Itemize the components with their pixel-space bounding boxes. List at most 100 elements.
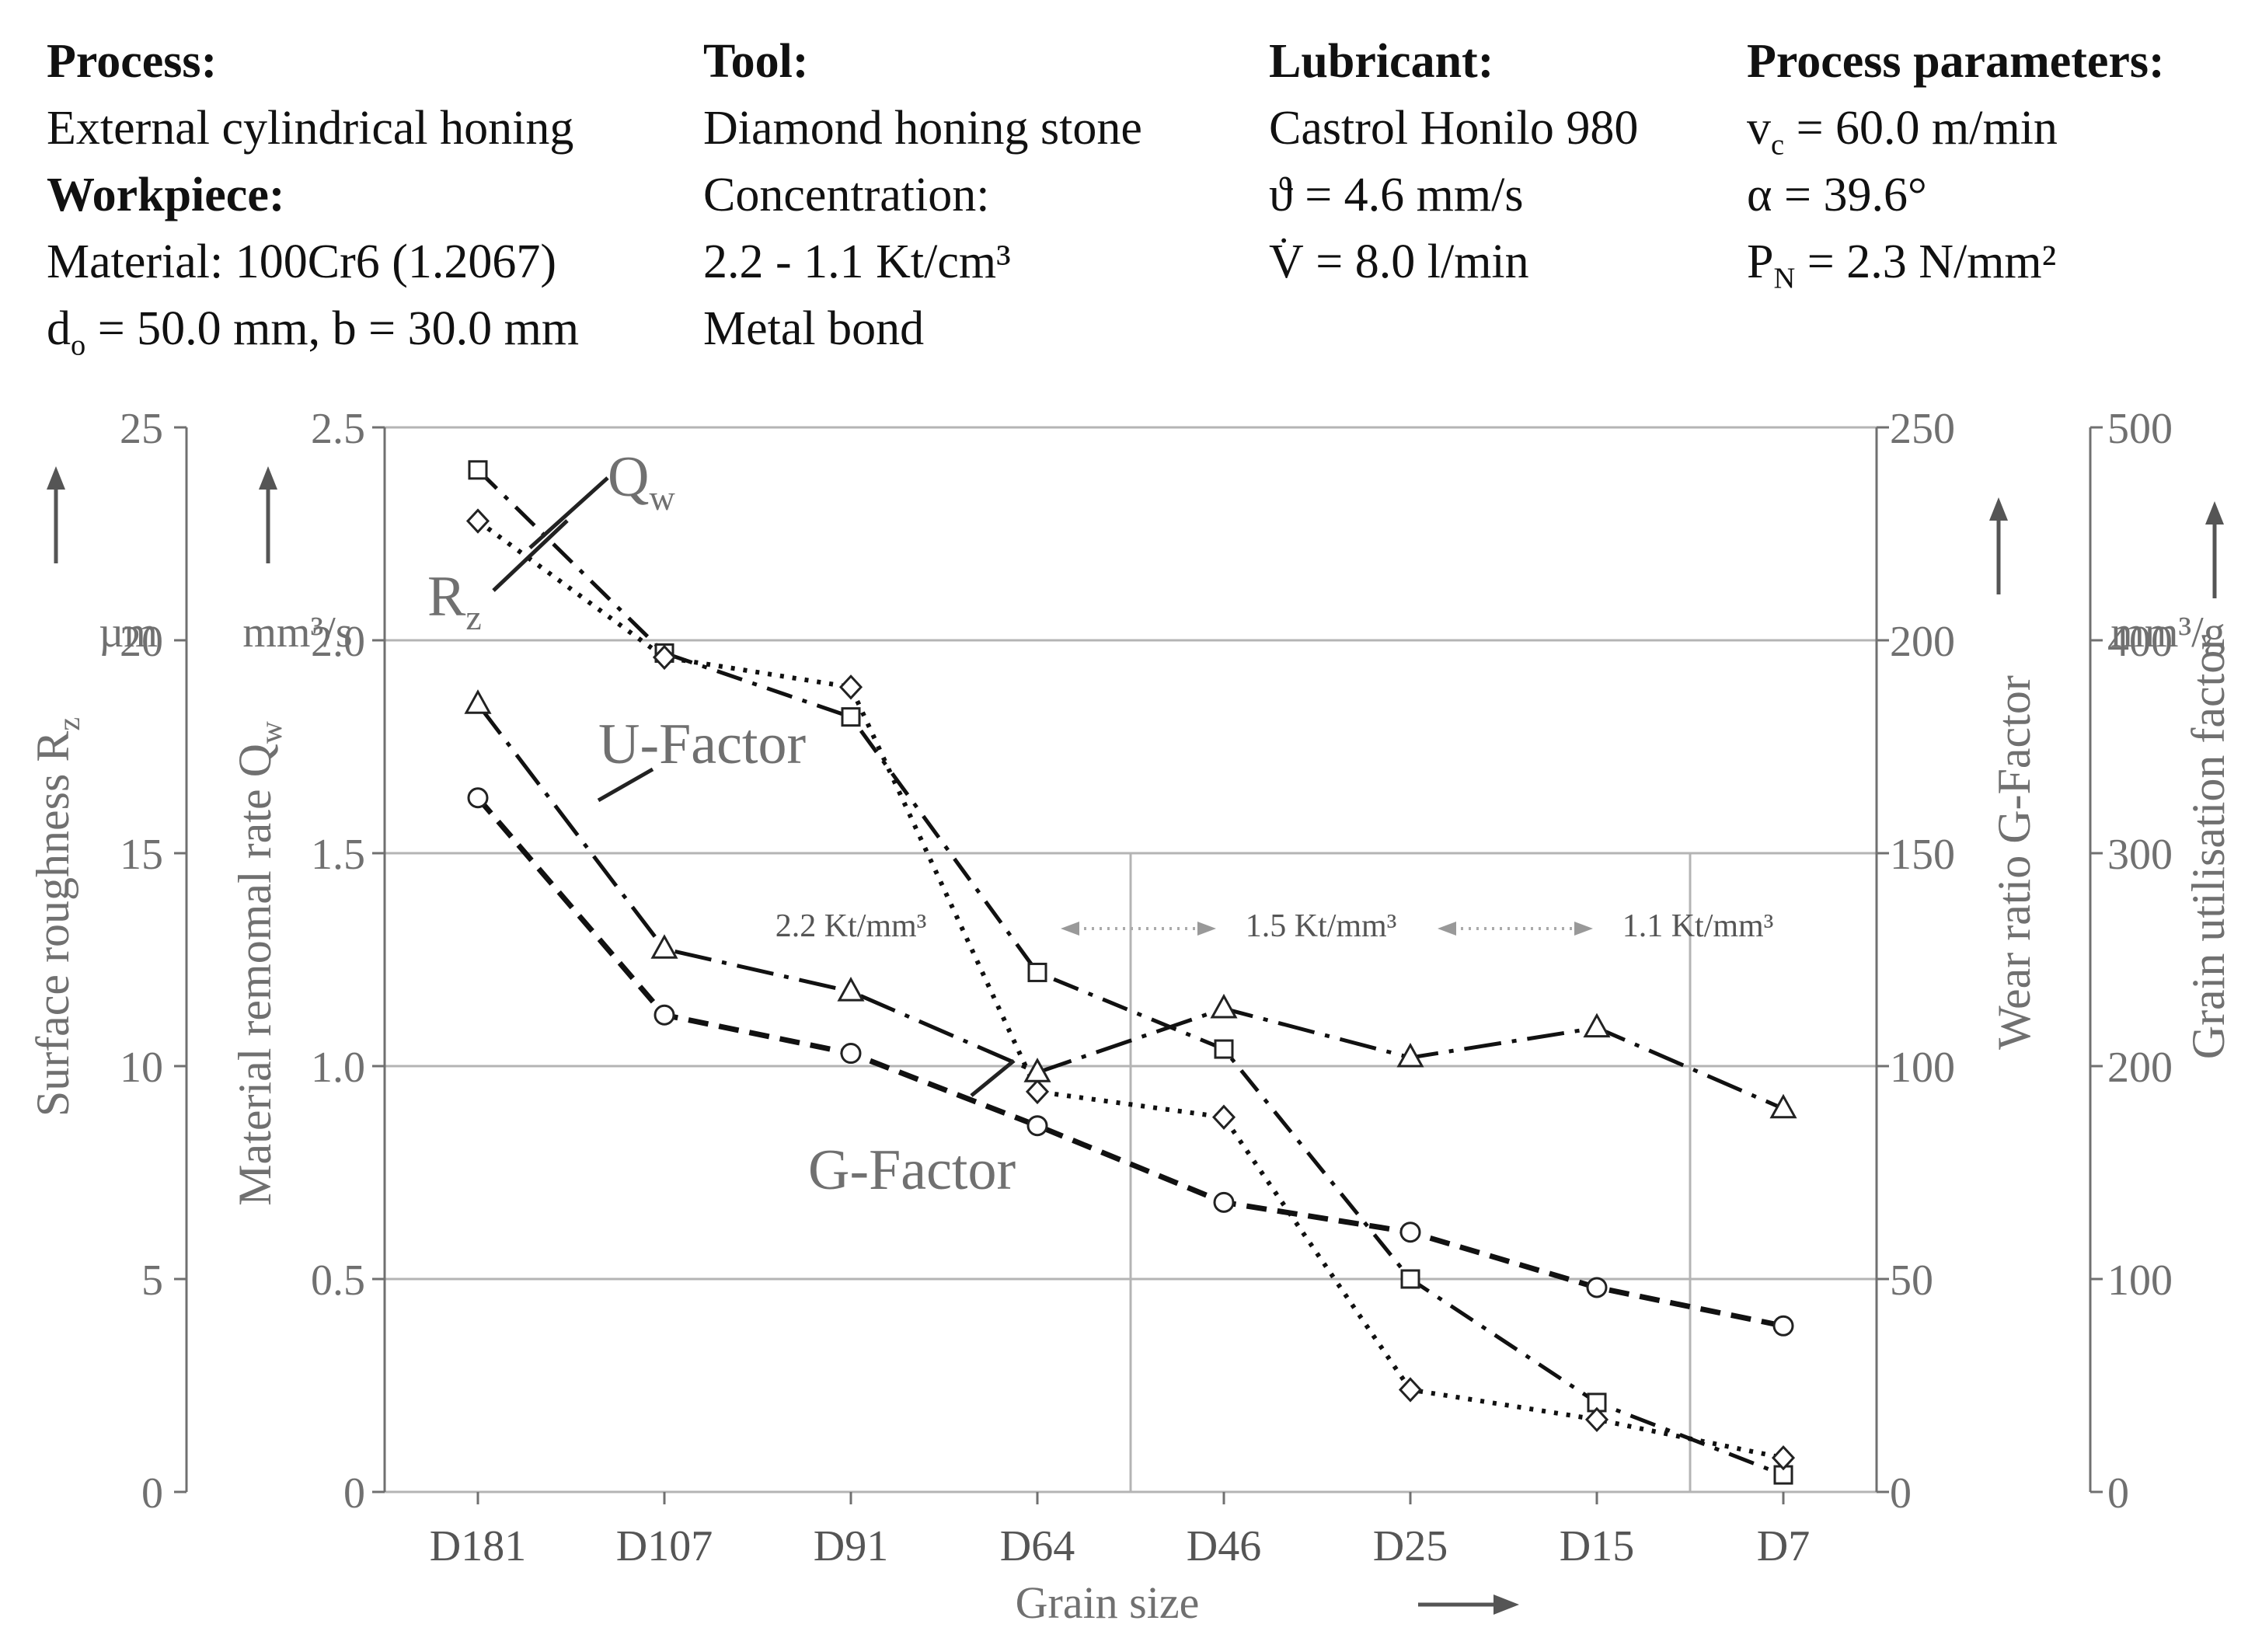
u-factor-marker [650, 934, 678, 959]
g-factor-marker [840, 1043, 862, 1065]
param-pn: PN = 2.3 N/mm² [1747, 235, 2057, 295]
tool-column: Tool: Diamond honing stone Concentration… [703, 28, 1142, 362]
rz-marker [1398, 1377, 1423, 1403]
rz-tick-label: 20 [120, 618, 163, 666]
g-tick-label: 150 [1890, 831, 1955, 879]
param-vc: vc = 60.0 m/min [1747, 102, 2058, 162]
u-tick-label: 400 [2107, 618, 2173, 666]
rz-series-label: Rz [427, 565, 482, 637]
u-tick-label: 0 [2107, 1469, 2129, 1518]
u-unit: mm³/g [2110, 608, 2225, 657]
x-tick-label: D46 [1187, 1522, 1261, 1570]
process-parameters-column: Process parameters: vc = 60.0 m/min α = … [1747, 28, 2165, 295]
qw-marker [1214, 1039, 1234, 1059]
qw-unit: mm³/s [242, 608, 352, 657]
concentration-label: 2.2 Kt/mm³ [775, 908, 927, 944]
g-tick-label: 250 [1890, 405, 1955, 453]
qw-marker [841, 707, 861, 727]
concentration-arrow-head-right [1574, 922, 1593, 936]
lubricant-speed: ϑ = 4.6 mm/s [1269, 169, 1524, 221]
u-factor-marker [464, 689, 492, 714]
rz-tick-label: 15 [120, 831, 163, 879]
rz-leader [492, 519, 569, 592]
concentration-label: 1.5 Kt/mm³ [1246, 908, 1397, 944]
tool-bond: Metal bond [703, 302, 925, 355]
rz-tick-label: 0 [141, 1469, 163, 1518]
lubricant-value: Castrol Honilo 980 [1269, 102, 1639, 155]
g-factor-series-label: G-Factor [808, 1138, 1016, 1202]
u-tick-label: 100 [2107, 1256, 2173, 1305]
rz-unit: µm [99, 608, 158, 657]
qw-tick-label: 1.0 [311, 1044, 365, 1092]
tool-concentration-label: Concentration: [703, 169, 990, 221]
rz-line [476, 519, 1784, 1461]
process-value: External cylindrical honing [47, 102, 574, 155]
u-factor-marker [1023, 1058, 1051, 1082]
lubricant-flow: V · = 8.0 l/min [1269, 218, 1529, 288]
rz-marker [1771, 1445, 1796, 1471]
workpiece-material: Material: 100Cr6 (1.2067) [47, 235, 557, 288]
x-tick-label: D25 [1373, 1522, 1448, 1570]
qw-tick-label: 2.5 [311, 405, 365, 453]
g-factor-marker [467, 787, 489, 809]
u-axis-title: Grain utilisation factor [2183, 635, 2234, 1060]
rz-marker [465, 508, 490, 534]
param-alpha: α = 39.6° [1747, 169, 1927, 221]
qw-marker [1027, 962, 1047, 982]
tool-title: Tool: [703, 35, 809, 88]
qw-marker [1400, 1269, 1420, 1289]
g-factor-line [476, 796, 1784, 1329]
u-factor-line [476, 702, 1784, 1111]
x-tick-label: D91 [814, 1522, 888, 1570]
x-tick-label: D7 [1757, 1522, 1810, 1570]
x-axis-label: Grain size [1016, 1577, 1200, 1628]
g-factor-marker [1026, 1115, 1048, 1137]
tool-concentration-value: 2.2 - 1.1 Kt/cm³ [703, 235, 1011, 288]
qw-tick-label: 0 [343, 1469, 365, 1518]
u-factor-series-label: U-Factor [598, 713, 806, 776]
rz-axis-title: Surface roughness Rz [27, 717, 86, 1117]
rz-tick-label: 25 [120, 405, 163, 453]
u-tick-label: 200 [2107, 1044, 2173, 1092]
u-tick-label: 500 [2107, 405, 2173, 453]
qw-arrow-head [259, 466, 277, 490]
chart: 051015202500.51.01.52.02.505010015020025… [27, 405, 2234, 1628]
rz-marker [652, 644, 677, 671]
lubricant-column: Lubricant: Castrol Honilo 980 ϑ = 4.6 mm… [1269, 28, 1638, 295]
g-factor-marker [1586, 1277, 1608, 1298]
concentration-arrow-head-left [1438, 922, 1456, 936]
rz-tick-label: 10 [120, 1044, 163, 1092]
lubricant-title: Lubricant: [1269, 35, 1494, 88]
g-factor-marker [1772, 1315, 1794, 1337]
qw-tick-label: 1.5 [311, 831, 365, 879]
u-tick-label: 300 [2107, 831, 2173, 879]
qw-series-label: Qw [608, 445, 675, 518]
x-tick-label: D15 [1560, 1522, 1634, 1570]
rz-marker [838, 674, 863, 700]
g-arrow-head [1989, 497, 2008, 521]
g-axis-title: Wear ratio G-Factor [1988, 675, 2040, 1050]
x-axis-arrow-head [1493, 1594, 1519, 1615]
rz-arrow-head [47, 466, 65, 490]
u-factor-marker [1210, 993, 1238, 1019]
u-factor-marker [1396, 1042, 1424, 1068]
g-tick-label: 100 [1890, 1044, 1955, 1092]
process-title: Process: [47, 35, 218, 88]
rz-marker [1584, 1406, 1609, 1433]
u-factor-leader [597, 767, 654, 803]
u-factor-marker [1583, 1012, 1611, 1038]
g-tick-label: 50 [1890, 1256, 1933, 1305]
qw-axis-title: Material remomal rate Qw [229, 721, 288, 1206]
concentration-arrow-head-left [1061, 922, 1079, 936]
rz-marker [1211, 1104, 1236, 1130]
g-tick-label: 0 [1890, 1469, 1912, 1518]
g-factor-leader [970, 1059, 1016, 1097]
rz-tick-label: 5 [141, 1256, 163, 1305]
x-tick-label: D107 [616, 1522, 713, 1570]
g-factor-marker [1213, 1191, 1235, 1213]
concentration-arrow-head-right [1197, 922, 1216, 936]
qw-marker [468, 460, 488, 480]
u-factor-marker [837, 977, 865, 1002]
g-factor-marker [654, 1004, 675, 1026]
qw-tick-label: 2.0 [311, 618, 365, 666]
